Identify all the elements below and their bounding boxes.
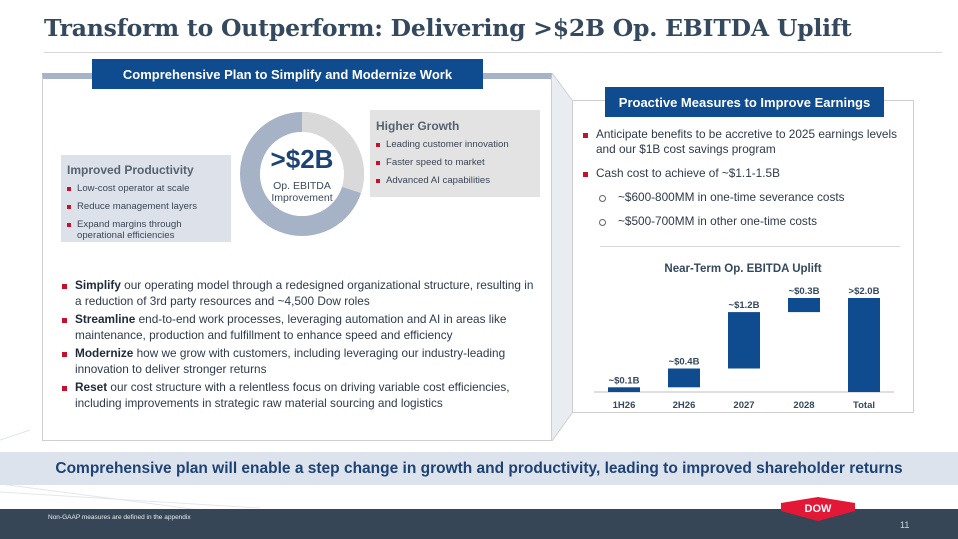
chart-bar bbox=[608, 387, 640, 392]
chart-data-label: ~$0.3B bbox=[789, 286, 820, 297]
summary-banner: Comprehensive plan will enable a step ch… bbox=[0, 452, 958, 485]
growth-title: Higher Growth bbox=[376, 119, 460, 133]
list-item: Leading customer innovation bbox=[376, 139, 534, 150]
donut-caption-line1: Op. EBITDA bbox=[273, 180, 331, 192]
chart-bar bbox=[668, 368, 700, 388]
right-panel-header: Proactive Measures to Improve Earnings bbox=[605, 87, 884, 117]
bullet-keyword: Simplify bbox=[75, 278, 121, 292]
chart-tick-label: 2028 bbox=[793, 400, 814, 411]
left-bullet-list: Simplify our operating model through a r… bbox=[61, 278, 541, 414]
chart-bar bbox=[788, 298, 820, 313]
waterfall-chart: ~$0.1B 1H26 ~$0.4B 2H26 ~$1.2B 2027 ~$0.3B 2028… bbox=[594, 286, 894, 411]
growth-list: Leading customer innovation Faster speed… bbox=[376, 139, 534, 186]
productivity-box: Improved Productivity Low-cost operator … bbox=[61, 155, 231, 242]
page-number: 11 bbox=[900, 520, 910, 530]
donut-chart bbox=[240, 112, 364, 236]
list-item: Advanced AI capabilities bbox=[376, 175, 534, 186]
bullet-text: our operating model through a redesigned… bbox=[75, 278, 534, 308]
chart-data-label: >$2.0B bbox=[849, 286, 880, 297]
bullet-text: how we grow with customers, including le… bbox=[75, 346, 506, 376]
list-item: Expand margins through operational effic… bbox=[67, 219, 225, 241]
donut-caption: Op. EBITDA Improvement bbox=[240, 180, 364, 204]
list-item: Reduce management layers bbox=[67, 201, 225, 212]
page-title: Transform to Outperform: Delivering >$2B… bbox=[44, 14, 852, 42]
bullet-reset: Reset our cost structure with a relentle… bbox=[61, 380, 541, 411]
dow-logo-icon: DOW bbox=[781, 497, 855, 521]
chart-tick-label: 2027 bbox=[733, 400, 754, 411]
chart-data-label: ~$0.1B bbox=[609, 375, 640, 386]
right-bullet-list: Anticipate benefits to be accretive to 2… bbox=[582, 127, 912, 229]
bullet-text: our cost structure with a relentless foc… bbox=[75, 380, 510, 410]
chart-tick-label: 2H26 bbox=[673, 400, 696, 411]
chart-data-label: ~$0.4B bbox=[669, 357, 700, 368]
list-item: Cash cost to achieve of ~$1.1-1.5B bbox=[582, 166, 912, 181]
left-panel-header: Comprehensive Plan to Simplify and Moder… bbox=[92, 59, 483, 89]
decorative-lines bbox=[0, 430, 261, 510]
logo-text: DOW bbox=[805, 503, 833, 515]
chart-tick-label: 1H26 bbox=[613, 400, 636, 411]
list-item: Low-cost operator at scale bbox=[67, 183, 225, 194]
right-divider bbox=[600, 246, 900, 247]
bullet-modernize: Modernize how we grow with customers, in… bbox=[61, 346, 541, 377]
growth-box: Higher Growth Leading customer innovatio… bbox=[370, 110, 540, 197]
chart-title: Near-Term Op. EBITDA Uplift bbox=[664, 263, 822, 275]
bullet-keyword: Modernize bbox=[75, 346, 134, 360]
bullet-streamline: Streamline end-to-end work processes, le… bbox=[61, 312, 541, 343]
bullet-keyword: Reset bbox=[75, 380, 108, 394]
donut-caption-line2: Improvement bbox=[271, 192, 333, 204]
productivity-title: Improved Productivity bbox=[67, 163, 194, 177]
bullet-simplify: Simplify our operating model through a r… bbox=[61, 278, 541, 309]
bullet-keyword: Streamline bbox=[75, 312, 136, 326]
productivity-list: Low-cost operator at scale Reduce manage… bbox=[67, 183, 225, 241]
list-item: Anticipate benefits to be accretive to 2… bbox=[582, 127, 912, 157]
chart-bar bbox=[848, 298, 880, 392]
sub-list-item: ~$600-800MM in one-time severance costs bbox=[582, 190, 912, 205]
title-divider bbox=[44, 52, 942, 53]
sub-list-item: ~$500-700MM in other one-time costs bbox=[582, 214, 912, 229]
footnote: Non-GAAP measures are defined in the app… bbox=[48, 514, 191, 521]
chart-tick-label: Total bbox=[853, 400, 875, 411]
chart-data-label: ~$1.2B bbox=[729, 300, 760, 311]
panel-connector bbox=[552, 73, 573, 441]
chart-bar bbox=[728, 312, 760, 369]
list-item: Faster speed to market bbox=[376, 157, 534, 168]
bullet-text: end-to-end work processes, leveraging au… bbox=[75, 312, 507, 342]
donut-value: >$2B bbox=[270, 144, 334, 174]
